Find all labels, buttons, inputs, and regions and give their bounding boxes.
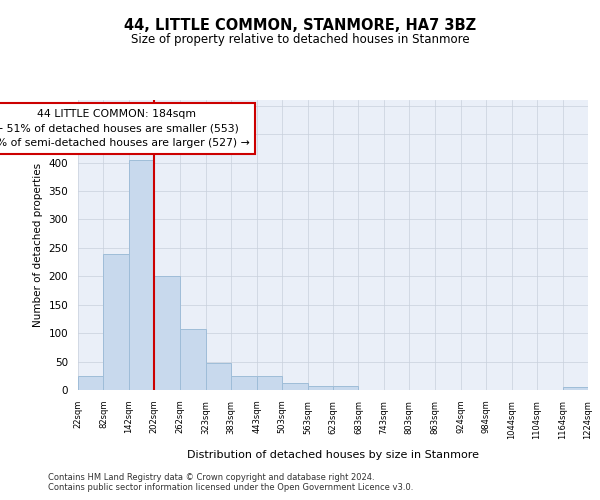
Bar [180, 329, 206, 390]
Text: 44 LITTLE COMMON: 184sqm
← 51% of detached houses are smaller (553)
49% of semi-: 44 LITTLE COMMON: 184sqm ← 51% of detach… [0, 108, 250, 148]
Bar [282, 383, 308, 390]
Bar [257, 376, 282, 390]
Text: Contains public sector information licensed under the Open Government Licence v3: Contains public sector information licen… [48, 484, 413, 492]
Text: Contains HM Land Registry data © Crown copyright and database right 2024.: Contains HM Land Registry data © Crown c… [48, 472, 374, 482]
Bar [78, 376, 103, 390]
Bar [154, 276, 180, 390]
Bar [333, 386, 358, 390]
Text: Size of property relative to detached houses in Stanmore: Size of property relative to detached ho… [131, 32, 469, 46]
Bar [308, 386, 333, 390]
Text: 44, LITTLE COMMON, STANMORE, HA7 3BZ: 44, LITTLE COMMON, STANMORE, HA7 3BZ [124, 18, 476, 32]
Bar [563, 387, 588, 390]
Y-axis label: Number of detached properties: Number of detached properties [33, 163, 43, 327]
Bar [129, 160, 154, 390]
X-axis label: Distribution of detached houses by size in Stanmore: Distribution of detached houses by size … [187, 450, 479, 460]
Bar [206, 362, 231, 390]
Bar [231, 376, 257, 390]
Bar [103, 254, 129, 390]
